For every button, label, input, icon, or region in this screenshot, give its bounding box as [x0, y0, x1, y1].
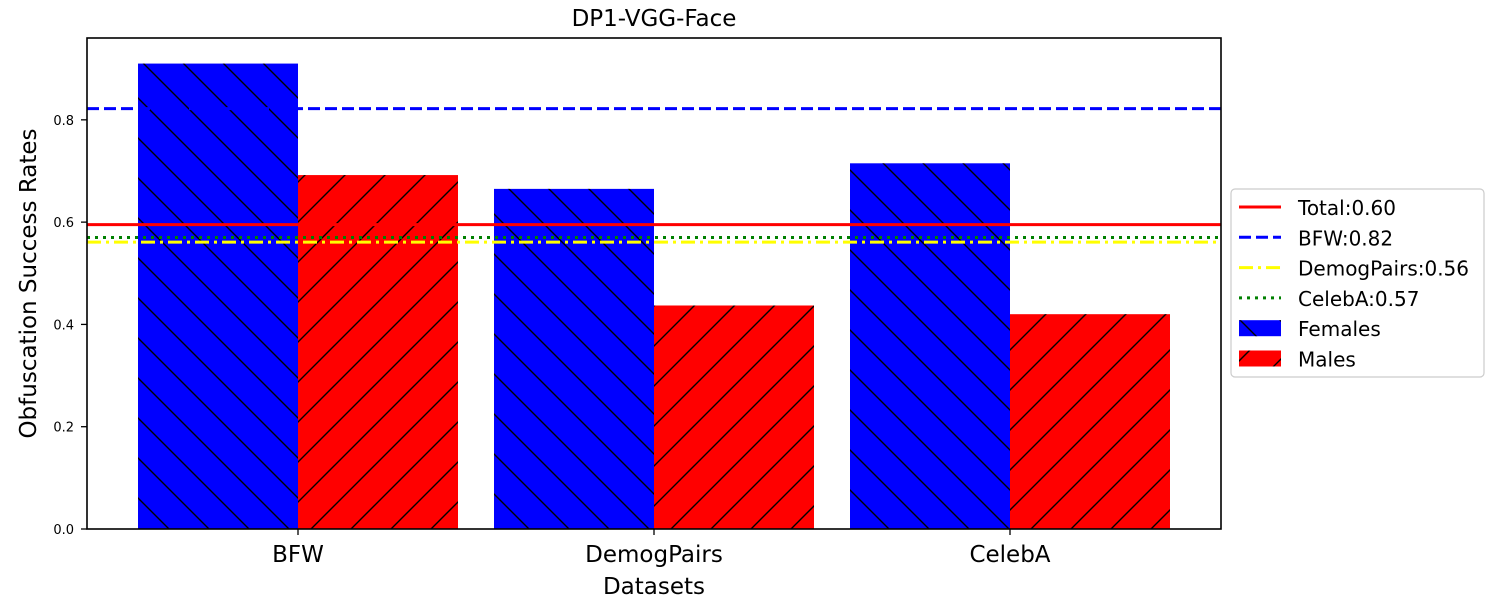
- bars-layer: [138, 63, 1170, 530]
- bar-females-celeba: [850, 163, 1010, 529]
- legend-label: Females: [1298, 317, 1381, 341]
- legend-label: Total:0.60: [1297, 196, 1396, 220]
- y-tick-label: 0.8: [53, 114, 74, 129]
- y-tick-label: 0.2: [53, 421, 74, 436]
- chart-title: DP1-VGG-Face: [572, 6, 737, 32]
- bar-hatch: [850, 163, 1010, 529]
- legend-label: DemogPairs:0.56: [1298, 257, 1469, 281]
- legend-label: Males: [1298, 348, 1356, 372]
- bar-hatch: [138, 63, 298, 530]
- x-tick-label: BFW: [272, 542, 324, 568]
- x-axis-label: Datasets: [603, 574, 705, 600]
- y-tick-label: 0.6: [53, 216, 74, 231]
- y-axis-label: Obfuscation Success Rates: [16, 128, 42, 438]
- y-tick-label: 0.0: [53, 523, 74, 538]
- legend-bar-hatch: [1239, 350, 1281, 367]
- bar-hatch: [654, 305, 814, 529]
- y-tick-label: 0.4: [53, 318, 74, 333]
- legend-frame: [1230, 188, 1485, 378]
- x-axis: BFW DemogPairs CelebA: [272, 529, 1051, 568]
- y-axis: 0.0 0.2 0.4 0.6 0.8: [53, 114, 87, 538]
- bar-males-bfw: [298, 175, 458, 529]
- bar-hatch: [1010, 314, 1170, 529]
- bar-males-celeba: [1010, 314, 1170, 529]
- legend: Total:0.60 BFW:0.82 DemogPairs:0.56 CelebA:…: [1230, 188, 1485, 378]
- bar-males-demogpairs: [654, 305, 814, 529]
- bar-females-demogpairs: [494, 188, 654, 530]
- legend-label: CelebA:0.57: [1298, 287, 1419, 311]
- x-tick-label: CelebA: [969, 542, 1050, 568]
- bar-hatch: [494, 188, 654, 530]
- legend-label: BFW:0.82: [1298, 226, 1393, 250]
- bar-hatch: [298, 175, 458, 529]
- bar-females-bfw: [138, 63, 298, 530]
- legend-bar-hatch: [1239, 320, 1281, 337]
- x-tick-label: DemogPairs: [585, 542, 723, 568]
- reference-lines-layer: [87, 107, 1221, 244]
